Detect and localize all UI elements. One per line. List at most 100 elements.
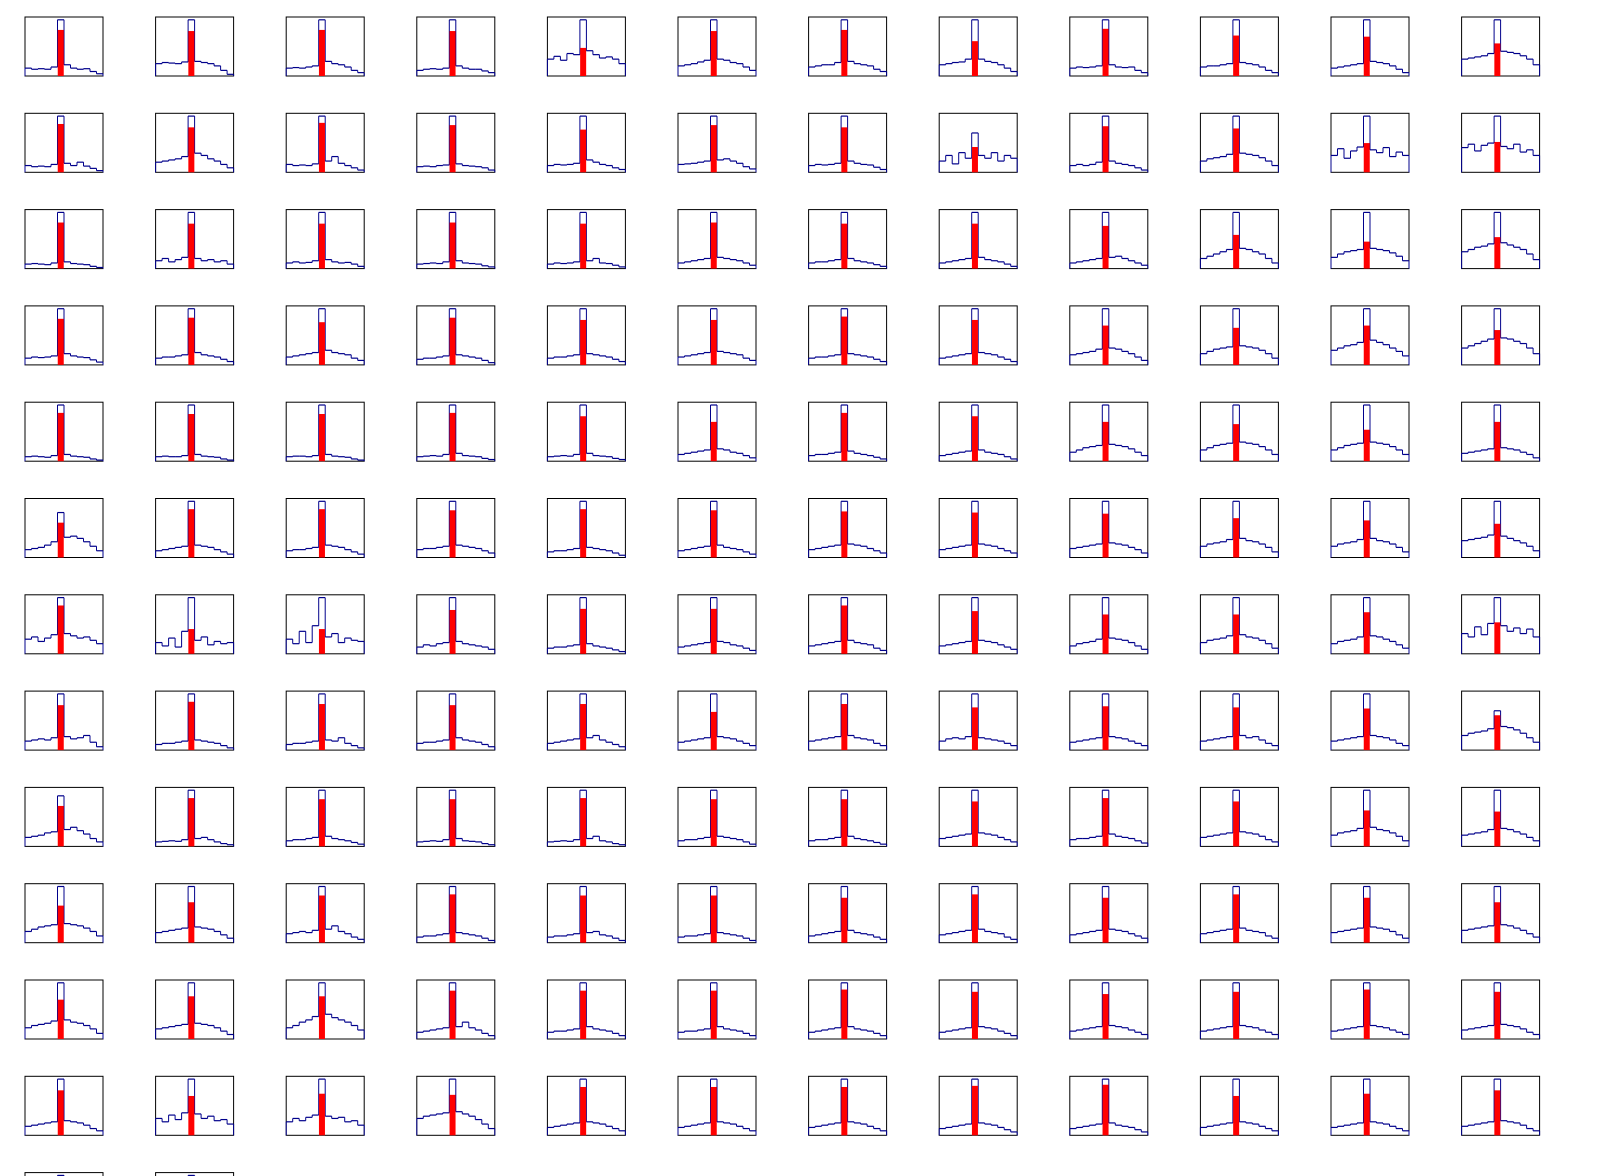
fit-curve xyxy=(1494,237,1501,269)
fit-curve xyxy=(1494,43,1501,76)
frame xyxy=(1330,883,1410,944)
frame xyxy=(24,1172,104,1176)
frame xyxy=(1330,112,1410,173)
frame xyxy=(1330,305,1410,366)
frame xyxy=(808,1075,888,1136)
frame xyxy=(1330,594,1410,655)
fit-curve xyxy=(449,799,456,847)
frame xyxy=(24,401,104,462)
fit-curve xyxy=(971,991,978,1039)
frame xyxy=(155,1075,235,1136)
frame xyxy=(1199,594,1279,655)
frame xyxy=(285,305,365,366)
fit-curve xyxy=(580,608,587,654)
fit-curve xyxy=(449,125,456,173)
frame xyxy=(155,594,235,655)
frame xyxy=(1330,498,1410,558)
fit-curve xyxy=(1102,421,1109,462)
fit-curve xyxy=(841,799,848,847)
fit-curve xyxy=(1494,1090,1501,1136)
frame xyxy=(24,979,104,1040)
frame xyxy=(938,305,1018,366)
frame xyxy=(24,883,104,944)
fit-curve xyxy=(1233,518,1240,558)
fit-curve xyxy=(710,799,717,847)
fit-curve xyxy=(1494,902,1501,943)
fit-curve xyxy=(710,125,717,173)
fit-curve xyxy=(710,319,717,365)
frame xyxy=(1199,786,1279,847)
frame xyxy=(1330,786,1410,847)
fit-curve xyxy=(580,416,587,462)
fit-curve xyxy=(1363,520,1370,558)
fit-curve xyxy=(57,999,64,1039)
fit-curve xyxy=(1233,234,1240,269)
fit-curve xyxy=(580,223,587,269)
frame xyxy=(1199,112,1279,173)
fit-curve xyxy=(841,412,848,462)
frame xyxy=(285,112,365,173)
frame xyxy=(1461,16,1541,77)
fit-curve xyxy=(580,895,587,943)
fit-curve xyxy=(188,902,195,943)
fit-curve xyxy=(841,223,848,269)
fit-curve xyxy=(1494,330,1501,365)
frame xyxy=(416,594,496,655)
fit-curve xyxy=(580,319,587,365)
fit-curve xyxy=(449,705,456,751)
fit-curve xyxy=(1363,1093,1370,1136)
fit-curve xyxy=(710,421,717,462)
frame xyxy=(938,1075,1018,1136)
fit-curve xyxy=(841,29,848,76)
frame xyxy=(938,979,1018,1040)
fit-curve xyxy=(57,522,64,558)
frame xyxy=(1199,1075,1279,1136)
frame xyxy=(155,979,235,1040)
fit-curve xyxy=(449,609,456,654)
frame xyxy=(285,979,365,1040)
frame xyxy=(677,786,757,847)
frame xyxy=(1199,979,1279,1040)
frame xyxy=(808,209,888,270)
fit-curve xyxy=(580,47,587,76)
frame xyxy=(155,401,235,462)
fit-curve xyxy=(1233,894,1240,943)
fit-curve xyxy=(318,1093,325,1136)
frame xyxy=(938,786,1018,847)
frame xyxy=(546,979,626,1040)
fit-curve xyxy=(580,798,587,847)
frame xyxy=(285,498,365,558)
fit-curve xyxy=(1233,1095,1240,1136)
frame xyxy=(24,690,104,751)
fit-curve xyxy=(580,509,587,558)
frame xyxy=(285,883,365,944)
fit-curve xyxy=(318,704,325,751)
fit-curve xyxy=(57,705,64,751)
frame xyxy=(677,1075,757,1136)
frame xyxy=(938,401,1018,462)
frame xyxy=(285,1075,365,1136)
fit-curve xyxy=(318,29,325,76)
fit-curve xyxy=(1102,614,1109,654)
fit-curve xyxy=(449,222,456,269)
fit-curve xyxy=(1102,897,1109,943)
fit-curve xyxy=(841,704,848,751)
frame xyxy=(24,786,104,847)
fit-curve xyxy=(318,799,325,847)
fit-curve xyxy=(188,317,195,365)
fit-curve xyxy=(188,701,195,751)
fit-curve xyxy=(710,608,717,654)
fit-curve xyxy=(841,316,848,365)
frame xyxy=(1330,979,1410,1040)
fit-curve xyxy=(318,895,325,943)
frame xyxy=(1330,401,1410,462)
fit-curve xyxy=(710,222,717,269)
frame xyxy=(416,401,496,462)
fit-curve xyxy=(971,223,978,269)
fit-curve xyxy=(710,1086,717,1136)
fit-curve xyxy=(1494,715,1501,751)
frame xyxy=(1069,209,1149,270)
fit-curve xyxy=(318,509,325,558)
fit-curve xyxy=(318,223,325,269)
frame xyxy=(285,401,365,462)
